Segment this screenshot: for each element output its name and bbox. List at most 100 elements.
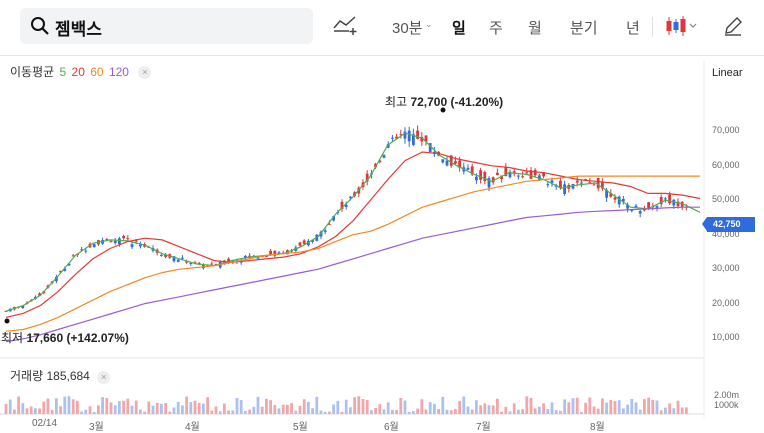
stock-search-box[interactable]: 젬백스 [20, 8, 313, 44]
x-tick-label: 7월 [476, 422, 491, 433]
candle-body [328, 223, 331, 225]
volume-bar [525, 396, 529, 414]
candle-body [323, 230, 327, 232]
volume-bar [218, 411, 222, 414]
volume-bar [202, 403, 205, 414]
candle-body [302, 240, 306, 244]
volume-bar [588, 397, 592, 414]
volume-bar [13, 409, 16, 414]
candle-body [130, 244, 134, 248]
volume-bar [349, 407, 352, 414]
volume-bar [147, 401, 151, 414]
ma-legend-title: 이동평균 [10, 65, 55, 79]
ma20-line [5, 151, 701, 318]
volume-bar [529, 397, 533, 414]
volume-legend: 거래량 185,684 × [10, 367, 111, 384]
volume-bar [458, 400, 461, 414]
volume-bar [17, 396, 20, 414]
candle-body [340, 201, 344, 209]
volume-bar [340, 411, 344, 414]
tab-year[interactable]: 년 [626, 20, 640, 37]
candle-body [407, 130, 411, 142]
volume-bar [80, 411, 83, 414]
volume-bar [596, 408, 600, 414]
period-30min-select[interactable]: 30분 [392, 20, 423, 37]
volume-bar [97, 405, 100, 414]
candle-body [92, 244, 96, 248]
tab-week[interactable]: 주 [489, 20, 503, 37]
candle-body [496, 172, 499, 176]
volume-bar [34, 408, 37, 414]
high-value: 72,700 [410, 95, 448, 109]
volume-bar [479, 405, 482, 414]
search-query[interactable]: 젬백스 [55, 20, 102, 39]
candle-body [113, 240, 117, 244]
candle-body [428, 143, 432, 152]
candle-body [277, 252, 281, 254]
candle-body [118, 238, 121, 244]
candle-body [668, 194, 671, 204]
candle-body [647, 202, 650, 209]
candle-body [185, 261, 188, 263]
scale-toggle[interactable]: Linear [712, 67, 743, 79]
candle-body [164, 255, 167, 257]
volume-bar [113, 405, 117, 414]
volume-bar [139, 409, 142, 414]
volume-bar [189, 402, 193, 414]
volume-bars [4, 396, 688, 414]
candle-body [634, 205, 638, 208]
candle-body [55, 276, 58, 282]
candle-body [4, 310, 8, 312]
candle-body [139, 244, 142, 247]
candle-body [475, 176, 478, 181]
candle-body [126, 238, 130, 240]
volume-bar [626, 404, 629, 414]
x-tick-label: 8월 [590, 422, 605, 433]
add-indicator-icon[interactable] [333, 14, 359, 36]
draw-pencil-icon[interactable] [722, 15, 744, 37]
volume-value: 185,684 [46, 369, 90, 383]
candle-body [592, 184, 596, 186]
candle-body [676, 201, 680, 207]
volume-bar [336, 400, 340, 414]
candle-body [332, 216, 335, 221]
ma20-label: 20 [71, 65, 85, 79]
volume-bar [67, 396, 71, 414]
volume-bar [601, 398, 604, 414]
candle-body [105, 239, 109, 241]
y-tick-label: 40,000 [712, 228, 740, 239]
tab-day[interactable]: 일 [452, 20, 466, 37]
candle-body [508, 171, 512, 178]
volume-bar [311, 408, 314, 414]
volume-bar [122, 400, 125, 414]
candle-body [659, 197, 663, 205]
tab-quarter[interactable]: 분기 [570, 20, 598, 37]
tab-month[interactable]: 월 [528, 20, 542, 37]
y-tick-label: 30,000 [712, 263, 740, 274]
candle-body [349, 196, 352, 198]
volume-bar [466, 406, 470, 414]
candlesticks [4, 125, 688, 312]
candle-type-icon[interactable] [665, 15, 699, 37]
volume-bar [533, 408, 537, 414]
volume-bar [575, 397, 579, 414]
volume-bar [71, 399, 75, 414]
candle-body [265, 255, 268, 257]
candle-body [525, 172, 529, 174]
remove-volume-button[interactable]: × [97, 371, 111, 384]
toolbar-divider [652, 17, 653, 37]
candle-body [176, 259, 180, 262]
high-prefix: 최고 [385, 95, 408, 109]
y-tick-label: 60,000 [712, 159, 740, 170]
volume-bar [185, 396, 188, 414]
remove-indicator-button[interactable]: × [138, 66, 152, 79]
candle-body [609, 193, 613, 197]
x-tick-label: 3월 [89, 422, 104, 433]
chevron-down-icon[interactable]: ⌄ [425, 19, 433, 29]
y-tick-label: 10,000 [712, 332, 740, 343]
volume-bar [685, 407, 688, 414]
volume-bar [252, 406, 256, 414]
candle-body [638, 211, 642, 214]
volume-bar [168, 411, 172, 414]
